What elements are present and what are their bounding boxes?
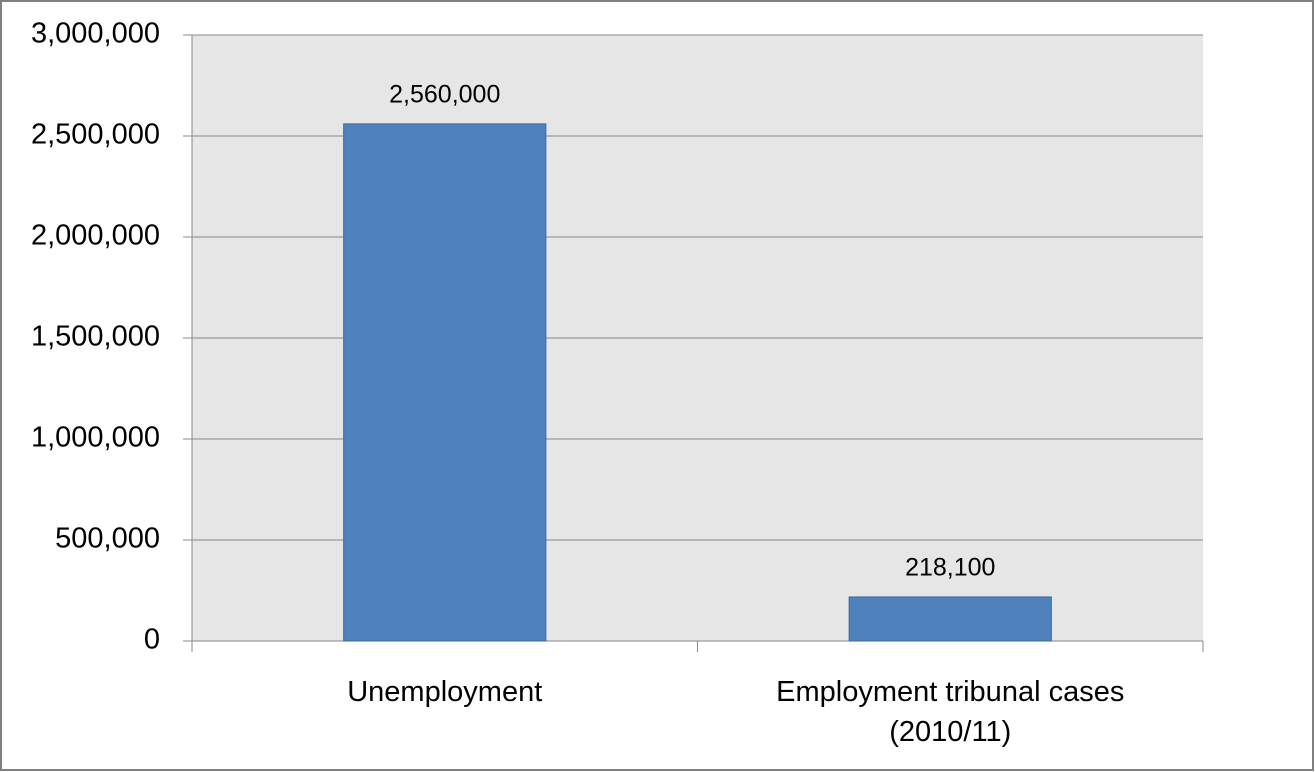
bar [343, 123, 547, 642]
y-tick-label: 0 [144, 624, 160, 656]
y-tick-label: 3,000,000 [31, 18, 160, 50]
bar [848, 596, 1052, 642]
y-tick-label: 1,000,000 [31, 422, 160, 454]
value-label: 218,100 [905, 554, 995, 582]
value-label: 2,560,000 [389, 80, 500, 108]
y-tick-label: 2,500,000 [31, 119, 160, 151]
y-tick-label: 1,500,000 [31, 321, 160, 353]
x-tick-label: Unemployment [347, 676, 543, 708]
x-tick-label: Employment tribunal cases (2010/11) [776, 676, 1125, 748]
y-tick-label: 500,000 [55, 523, 160, 555]
y-tick-label: 2,000,000 [31, 220, 160, 252]
